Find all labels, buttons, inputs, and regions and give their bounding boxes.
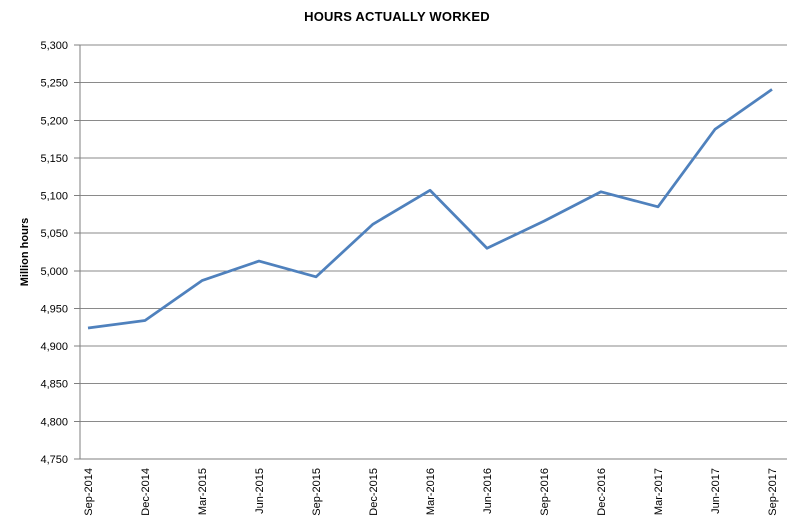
y-axis-tick-label: 5,300 xyxy=(40,40,68,52)
x-axis-tick-label: Sep-2015 xyxy=(311,468,323,516)
y-axis-tick-label: 5,150 xyxy=(40,153,68,165)
y-axis-tick-label: 5,100 xyxy=(40,191,68,203)
x-axis-tick-label: Mar-2017 xyxy=(653,468,665,515)
y-axis-tick-label: 4,800 xyxy=(40,416,68,428)
data-series-line xyxy=(87,88,773,330)
y-axis-tick-label: 5,200 xyxy=(40,115,68,127)
x-axis-tick-label: Sep-2017 xyxy=(767,468,779,516)
x-axis-tick-label: Dec-2015 xyxy=(368,468,380,516)
y-axis-tick-label: 4,850 xyxy=(40,379,68,391)
x-axis-tick-label: Jun-2015 xyxy=(254,468,266,514)
x-axis-tick-label: Jun-2017 xyxy=(710,468,722,514)
x-axis-tick-label: Sep-2016 xyxy=(539,468,551,516)
x-axis-tick-label: Dec-2016 xyxy=(596,468,608,516)
x-axis-tick-label: Sep-2014 xyxy=(83,468,95,516)
y-axis-tick-label: 5,250 xyxy=(40,78,68,90)
x-axis-tick-label: Mar-2016 xyxy=(425,468,437,515)
y-axis-tick-label: 5,000 xyxy=(40,266,68,278)
y-axis-tick-label: 4,900 xyxy=(40,341,68,353)
y-axis-tick-label: 4,950 xyxy=(40,303,68,315)
chart-title: HOURS ACTUALLY WORKED xyxy=(304,9,490,24)
y-axis-tick-label: 4,750 xyxy=(40,454,68,466)
x-axis-tick-label: Mar-2015 xyxy=(197,468,209,515)
x-axis-tick-label: Jun-2016 xyxy=(482,468,494,514)
x-axis-tick-label: Dec-2014 xyxy=(140,468,152,516)
y-axis-tick-label: 5,050 xyxy=(40,228,68,240)
